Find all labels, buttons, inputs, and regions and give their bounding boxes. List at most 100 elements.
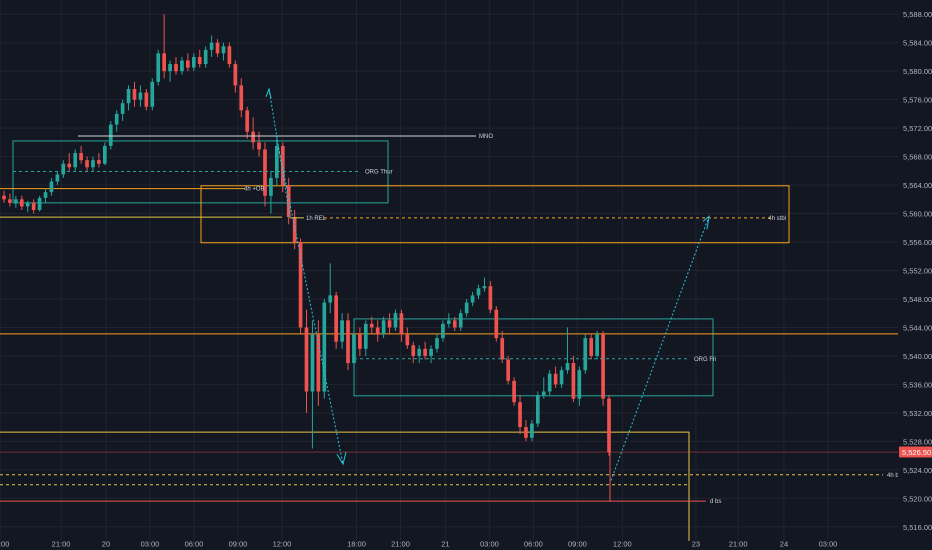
grid-lines [0,0,898,541]
time-tick-label: 21:00 [391,540,410,549]
time-tick-label: 12:00 [613,540,632,549]
candle-body [565,363,570,371]
price-tick-label: 5,548.00 [903,295,932,304]
candle-body [488,286,493,310]
candle-body [328,295,333,303]
candle-body [108,124,113,146]
price-tick-label: 5,552.00 [903,267,932,276]
candle-body [435,338,439,349]
annotation-overlays: MNO ORG Thur 4h +OB 1h REL 4h stbl ORG Fri 4h … [0,87,899,505]
last-price-tag-label: 5,526.50 [902,448,931,457]
candle-body [257,142,261,150]
candle-body [553,373,558,385]
candle-body [399,313,404,335]
candle-body [180,60,184,72]
candle-body [310,334,315,392]
candle-body [91,160,95,168]
time-tick-label: 20 [102,540,110,549]
time-tick-label: 21 [441,540,449,549]
candle-body [518,402,522,428]
candle-body [132,88,137,100]
candle-body [269,177,273,196]
candle-body [186,60,190,68]
candle-body [25,202,30,207]
label-org-fri: ORG Fri [694,357,716,363]
candle-body [174,64,178,72]
candle-body [358,334,362,349]
candle-body [577,370,582,399]
candle-body [363,323,368,349]
candle-body [120,103,125,114]
time-tick-label: 21:00 [729,540,748,549]
arrowhead-2 [336,451,347,466]
candle-body [316,334,321,392]
zone-box-4h-stbl [200,185,790,244]
candle-body [144,92,149,107]
candle-body [452,320,457,328]
candle-body [203,49,208,65]
candle-body [168,64,172,72]
candle-body [37,197,42,210]
candle-body [494,309,499,339]
candle-body [524,427,528,438]
candle-body [31,202,36,210]
candle-body [97,160,101,164]
candle-body [233,64,238,86]
candle-body [221,46,226,54]
candle-body [215,42,220,54]
price-tick-label: 5,584.00 [903,39,932,48]
time-tick-label: 24 [780,540,788,549]
candle-body [43,192,48,198]
candle-body [239,85,244,111]
price-tick-label: 5,532.00 [903,409,932,418]
candle-body [334,295,338,342]
candle-body [601,334,605,399]
candle-body [286,185,291,218]
time-tick-label: 21:00 [52,540,71,549]
label-org-thur: ORG Thur [365,170,393,176]
zone-box-lower [0,431,690,541]
price-axis-background [898,0,932,550]
candle-body [500,338,505,360]
label-mno: MNO [479,134,493,140]
candle-body [429,348,433,356]
candle-body [209,42,214,50]
candle-body [393,313,398,328]
price-tick-label: 5,588.00 [903,10,932,19]
candle-body [304,327,309,392]
arrowhead-1 [265,87,272,99]
time-tick-label: 23 [692,540,700,549]
projection-arrow-1 [268,88,291,218]
candle-body [381,320,386,335]
candle-body [559,370,564,385]
price-tick-label: 5,536.00 [903,380,932,389]
candle-body [530,423,534,438]
candle-body [541,391,546,396]
price-axis[interactable]: 5,516.00 5,520.00 5,524.00 5,528.00 5,532.00… [898,0,932,550]
time-tick-label: 03:00 [819,540,838,549]
candle-body [458,313,463,328]
label-4h-stbl: 4h stbl [768,216,786,222]
candle-body [138,92,143,100]
candle-body [583,338,588,371]
price-tick-label: 5,540.00 [903,352,932,361]
candle-body [275,145,279,178]
candle-body [375,327,380,335]
candle-body [423,348,427,356]
candle-body [79,153,83,161]
price-tick-label: 5,564.00 [903,181,932,190]
candle-body [73,153,78,168]
candle-body [340,320,344,342]
candle-body [476,288,481,296]
candle-body [387,320,392,328]
time-axis[interactable]: 18:00 21:00 20 03:00 06:00 09:00 12:00 18:00 21:… [0,540,932,550]
candle-body [352,334,356,364]
candle-body [512,380,516,403]
price-tick-label: 5,576.00 [903,96,932,105]
candle-body [547,373,552,392]
projection-arrow-3 [610,216,710,481]
candle-body [535,395,540,424]
candle-body [8,199,12,203]
